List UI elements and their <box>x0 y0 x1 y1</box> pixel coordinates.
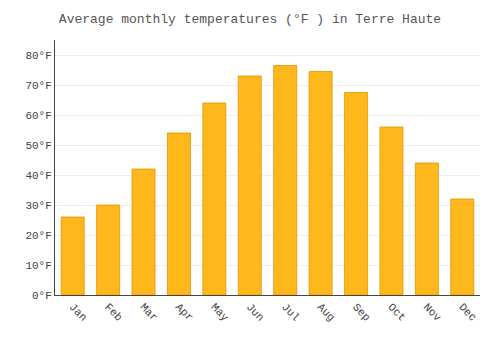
svg-text:20°F: 20°F <box>25 230 51 242</box>
svg-text:Mar: Mar <box>138 301 160 323</box>
svg-text:Average monthly temperatures (: Average monthly temperatures (°F ) in Te… <box>59 12 441 27</box>
svg-text:10°F: 10°F <box>25 260 51 272</box>
svg-text:May: May <box>208 301 231 324</box>
svg-text:30°F: 30°F <box>25 200 51 212</box>
svg-text:Apr: Apr <box>173 301 195 323</box>
svg-text:60°F: 60°F <box>25 110 51 122</box>
svg-text:40°F: 40°F <box>25 170 51 182</box>
svg-text:Jan: Jan <box>67 301 89 323</box>
svg-text:Jul: Jul <box>279 301 301 323</box>
svg-text:80°F: 80°F <box>25 50 51 62</box>
svg-text:Oct: Oct <box>385 301 407 323</box>
svg-text:Nov: Nov <box>421 301 444 324</box>
svg-text:Aug: Aug <box>315 301 337 323</box>
svg-text:70°F: 70°F <box>25 80 51 92</box>
svg-text:Feb: Feb <box>102 301 124 323</box>
svg-text:Jun: Jun <box>244 301 266 323</box>
svg-text:Sep: Sep <box>350 301 372 323</box>
svg-text:50°F: 50°F <box>25 140 51 152</box>
svg-text:Dec: Dec <box>456 301 478 323</box>
svg-text:0°F: 0°F <box>32 290 52 302</box>
